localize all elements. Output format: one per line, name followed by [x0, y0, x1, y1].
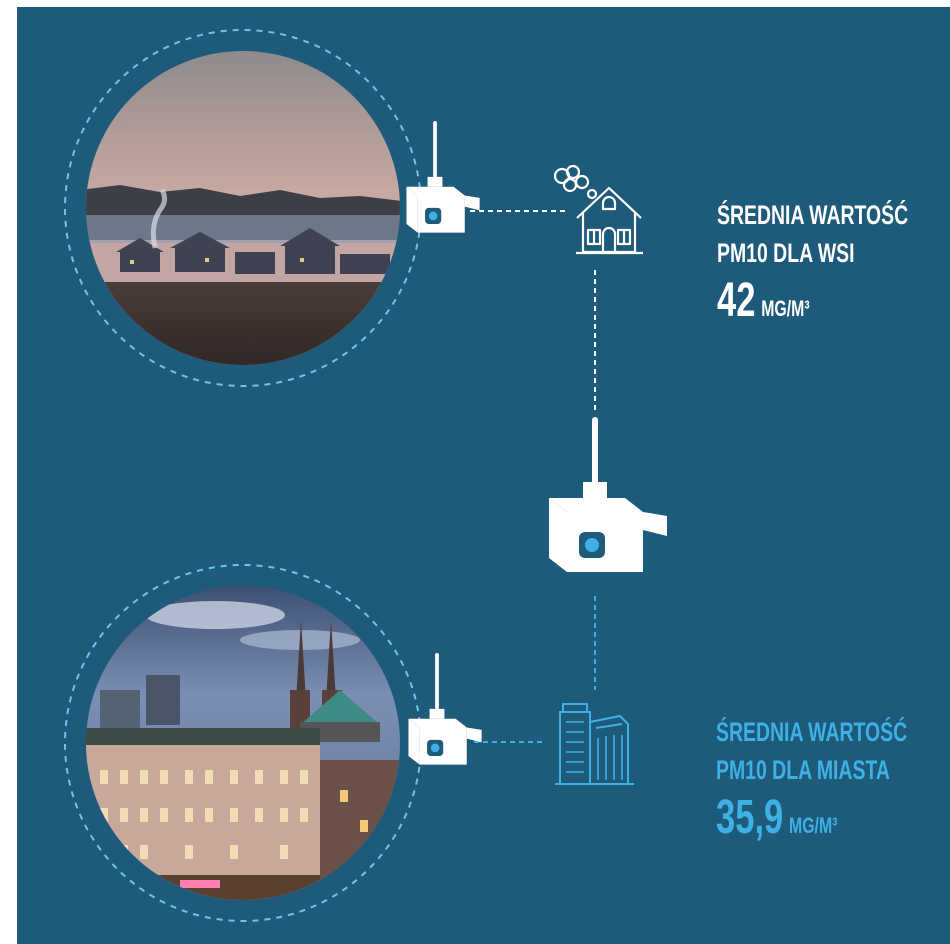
village-pm10-block: ŚREDNIA WARTOŚĆ PM10 DLA WSI 42 μG/M³: [717, 196, 950, 326]
village-value-row: 42 μG/M³: [717, 276, 908, 326]
village-pm10-value: 42: [717, 274, 756, 327]
city-pm10-unit: μG/M³: [789, 813, 838, 838]
city-photo: [64, 564, 422, 922]
city-label-line2: PM10 DLA MIASTA: [716, 755, 890, 785]
village-connector-lines: [470, 210, 596, 412]
central-sensor-icon: [549, 417, 667, 572]
village-label-line2: PM10 DLA WSI: [717, 238, 855, 268]
city-value-row: 35,9 μG/M³: [716, 793, 907, 843]
village-label-line1: ŚREDNIA WARTOŚĆ: [717, 200, 909, 230]
village-sensor-icon: [406, 121, 480, 233]
city-pm10-value: 35,9: [716, 791, 784, 844]
city-connector-lines: [474, 596, 596, 743]
house-with-smoke-icon: [553, 164, 643, 255]
city-buildings-icon: [555, 703, 634, 785]
village-pm10-unit: μG/M³: [761, 296, 810, 321]
city-sensor-icon: [408, 653, 482, 765]
city-label-line1: ŚREDNIA WARTOŚĆ: [716, 717, 908, 747]
city-pm10-block: ŚREDNIA WARTOŚĆ PM10 DLA MIASTA 35,9 μG/M…: [716, 713, 950, 843]
